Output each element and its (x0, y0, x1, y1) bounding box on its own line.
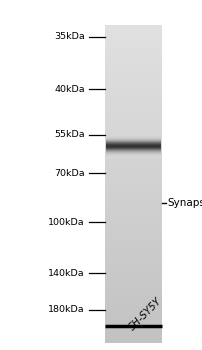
Text: 40kDa: 40kDa (54, 85, 85, 94)
Text: 70kDa: 70kDa (54, 169, 85, 178)
Text: 180kDa: 180kDa (48, 305, 85, 314)
Text: 100kDa: 100kDa (48, 218, 85, 227)
Text: SH-SY5Y: SH-SY5Y (127, 296, 164, 332)
Text: Synapsin-1: Synapsin-1 (168, 198, 202, 208)
Text: 35kDa: 35kDa (54, 32, 85, 41)
Text: 55kDa: 55kDa (54, 130, 85, 139)
Text: 140kDa: 140kDa (48, 268, 85, 278)
